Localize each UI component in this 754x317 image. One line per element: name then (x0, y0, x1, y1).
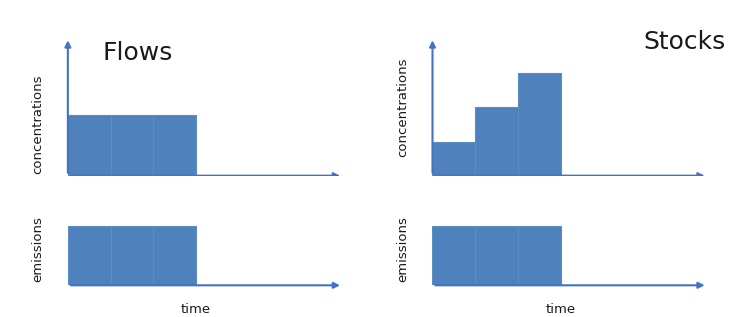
Text: Flows: Flows (102, 41, 173, 65)
Text: concentrations: concentrations (396, 58, 409, 157)
Text: concentrations: concentrations (32, 74, 44, 174)
Bar (475, 107, 518, 176)
Bar (518, 225, 560, 285)
Bar (153, 225, 196, 285)
Text: time: time (181, 303, 211, 316)
Text: emissions: emissions (396, 217, 409, 282)
Bar (68, 115, 111, 176)
Text: emissions: emissions (32, 217, 44, 282)
Bar (68, 225, 111, 285)
Bar (433, 142, 475, 176)
Bar (111, 225, 153, 285)
Bar (111, 115, 153, 176)
Bar (153, 115, 196, 176)
Bar (433, 225, 475, 285)
Bar (475, 225, 518, 285)
Text: Stocks: Stocks (643, 30, 725, 54)
Bar (518, 73, 560, 176)
Text: time: time (546, 303, 575, 316)
